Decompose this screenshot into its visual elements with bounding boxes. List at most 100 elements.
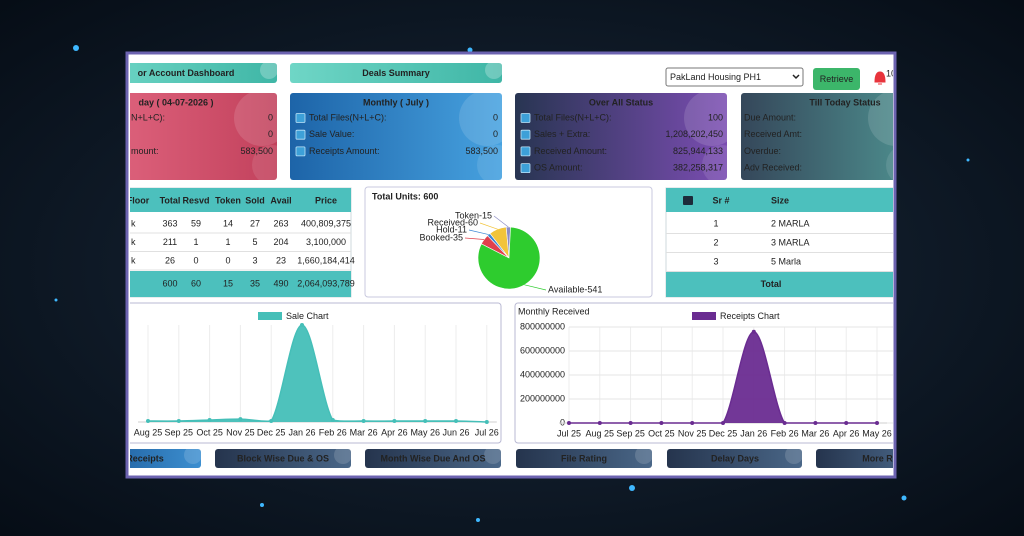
- data-point: [361, 419, 366, 424]
- card-row-value: 825,944,133: [673, 146, 723, 156]
- table-total-cell: 60: [191, 278, 201, 288]
- data-point: [751, 329, 756, 334]
- card-row-label: Total Files(N+L+C):: [309, 112, 387, 122]
- row-icon: [295, 113, 306, 123]
- nav-button[interactable]: [667, 449, 802, 468]
- table-header-cell: Sold: [245, 195, 265, 205]
- x-tick-label: Jun 26: [442, 427, 469, 437]
- tab-label: or Account Dashboard: [138, 68, 235, 78]
- table-cell: 1: [193, 237, 198, 247]
- table-cell: 27: [250, 218, 260, 228]
- card-row-label: Adv Received:: [744, 162, 802, 172]
- tab-decor: [260, 61, 278, 79]
- tab[interactable]: [100, 63, 277, 83]
- leader-line: [479, 222, 498, 230]
- card-decor: [702, 145, 742, 185]
- retrieve-button[interactable]: [813, 68, 860, 90]
- data-point: [392, 419, 397, 424]
- table-total-cell: 35: [250, 278, 260, 288]
- nav-button[interactable]: [100, 449, 201, 468]
- leader-line: [464, 237, 485, 240]
- nav-button-label: Block Wise Due & OS: [237, 453, 329, 463]
- nav-button[interactable]: [365, 449, 501, 468]
- pie-label: Available-541: [548, 284, 602, 294]
- card-row-label: N+L+C):: [131, 112, 165, 122]
- x-tick-label: Jul 25: [557, 428, 581, 438]
- button-decor: [484, 446, 502, 464]
- glow-dots: [54, 45, 970, 522]
- project-select[interactable]: [665, 67, 804, 87]
- card-row-value: 0: [493, 129, 498, 139]
- pie-label: Received-60: [427, 217, 478, 227]
- table-header-cell: Size: [771, 195, 789, 205]
- card-row-label: Sales + Extra:: [534, 129, 590, 139]
- x-tick-label: Apr 26: [381, 427, 408, 437]
- data-point: [330, 418, 335, 423]
- table-header-cell: Avail: [270, 195, 291, 205]
- bell-icon[interactable]: [874, 71, 886, 85]
- table-cell: 2: [713, 237, 718, 247]
- table-total-cell: 600: [162, 278, 177, 288]
- table-total-cell: 2,064,093,789: [297, 278, 355, 288]
- legend-label: Sale Chart: [286, 311, 329, 321]
- table-cell: 2 MARLA: [771, 218, 810, 228]
- data-point: [238, 417, 243, 422]
- card-row-value: 0: [493, 112, 498, 122]
- table-cell: 1: [225, 237, 230, 247]
- data-point: [659, 421, 664, 425]
- table-cell: 26: [165, 255, 175, 265]
- data-point: [875, 421, 879, 425]
- data-point: [423, 419, 428, 424]
- nav-button[interactable]: [816, 449, 916, 468]
- button-decor: [334, 446, 352, 464]
- table-cell: 363: [162, 218, 177, 228]
- button-decor: [635, 446, 653, 464]
- data-point: [782, 421, 787, 425]
- x-tick-label: Sep 25: [616, 428, 645, 438]
- card-decor: [477, 145, 517, 185]
- table-cell: 400,809,375: [301, 218, 351, 228]
- table-header: [666, 188, 893, 212]
- card-row-label: mount:: [131, 146, 159, 156]
- nav-button[interactable]: [516, 449, 652, 468]
- table-cell: 1: [713, 218, 718, 228]
- tab[interactable]: [290, 63, 502, 83]
- pie-title: Total Units: 600: [372, 191, 438, 201]
- table-header-cell: Price: [315, 195, 337, 205]
- table-header-cell: Total: [160, 195, 181, 205]
- table-total-row: [666, 272, 893, 297]
- table-cell: 14: [223, 218, 233, 228]
- card-row-label: Received Amount:: [534, 146, 607, 156]
- x-tick-label: Apr 26: [833, 428, 860, 438]
- notification-count: 10: [886, 68, 896, 78]
- select-chevron: [792, 74, 800, 80]
- y-tick-label: 800000000: [520, 321, 565, 331]
- data-point: [813, 421, 818, 425]
- x-tick-label: Jan 26: [288, 427, 315, 437]
- table-cell: 204: [273, 237, 288, 247]
- nav-button[interactable]: [215, 449, 351, 468]
- card-decor: [684, 90, 740, 146]
- table-cell: 3 MARLA: [771, 237, 810, 247]
- table-total-row: [130, 271, 351, 297]
- table-cell: 3: [252, 255, 257, 265]
- y-tick-label: 200000000: [520, 393, 565, 403]
- data-point: [300, 323, 304, 327]
- card-row-label: Due Amount:: [744, 112, 796, 122]
- chart-title: Monthly Received: [518, 306, 590, 316]
- chart-panel: [514, 302, 893, 444]
- card-decor: [886, 149, 893, 181]
- table-cell: 0: [193, 255, 198, 265]
- x-tick-label: Jul 26: [475, 427, 499, 437]
- pie-label: Token-15: [455, 210, 492, 220]
- x-tick-label: Aug 25: [586, 428, 615, 438]
- leader-line: [468, 229, 489, 235]
- row-icon: [520, 129, 531, 140]
- table-cell: 211: [163, 237, 177, 247]
- x-tick-label: May 26: [410, 427, 440, 437]
- table-cell: 1,660,184,414: [297, 255, 355, 265]
- card-decor: [234, 90, 290, 146]
- legend-swatch: [692, 312, 716, 320]
- card-decor: [459, 90, 515, 146]
- table-header-cell: Floor: [127, 195, 150, 205]
